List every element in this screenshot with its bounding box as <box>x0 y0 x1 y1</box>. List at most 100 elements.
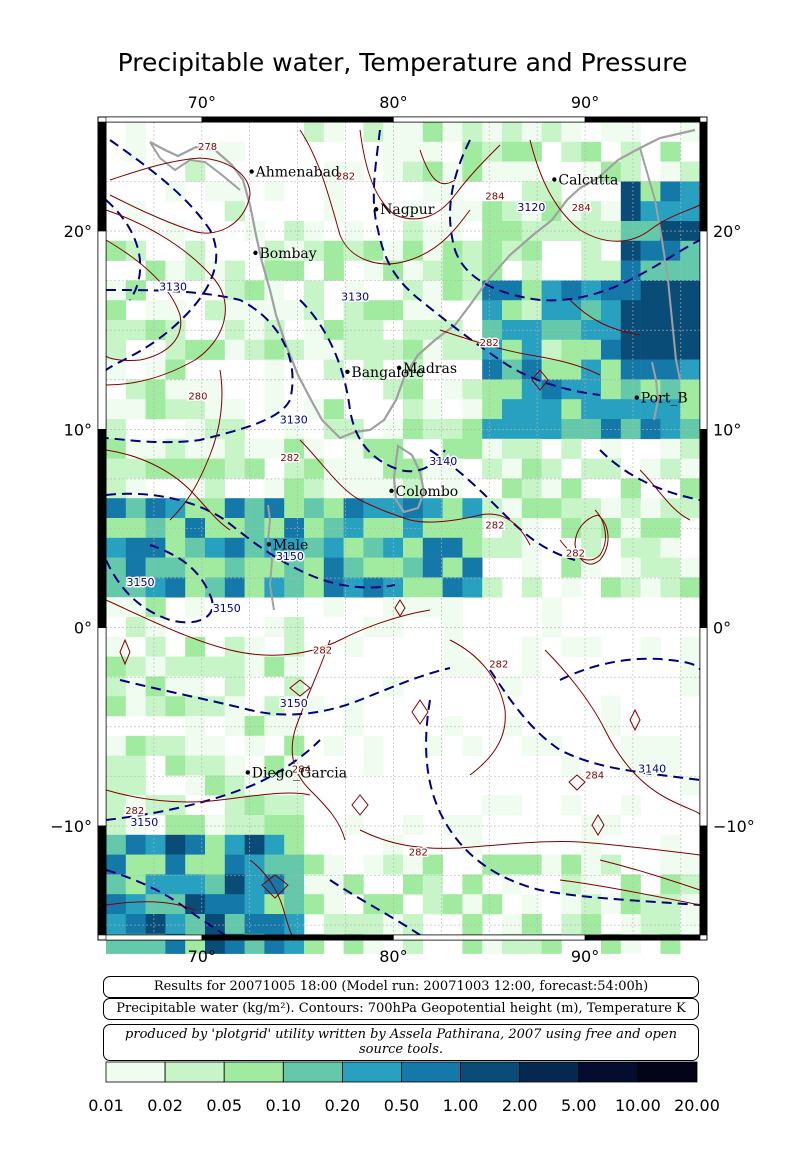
pw-cell <box>323 201 344 222</box>
temperature-contour <box>568 774 586 791</box>
pw-cell <box>601 260 622 281</box>
pw-cell <box>442 636 463 657</box>
pw-cell <box>185 240 206 261</box>
cities: Ahmenabad CalcuttaNagpurBombayBangaloreMa… <box>245 165 688 781</box>
pw-cell <box>106 518 127 539</box>
pw-cell <box>363 478 384 499</box>
pw-cell <box>205 656 226 677</box>
pw-cell <box>165 854 186 875</box>
pw-cell <box>403 379 424 400</box>
pw-cell <box>323 419 344 440</box>
pw-cell <box>165 498 186 519</box>
temperature-contour-label: 284 <box>585 770 604 781</box>
pw-cell <box>284 260 305 281</box>
height-contour-label: 3140 <box>429 455 457 468</box>
pw-cell <box>561 577 582 598</box>
pw-cell <box>165 537 186 558</box>
frame-segment-bottom <box>105 934 203 941</box>
pw-cell <box>185 854 206 875</box>
pw-cell <box>502 795 523 816</box>
pw-cell <box>244 300 265 321</box>
pw-cell <box>363 339 384 360</box>
pw-cell <box>205 696 226 717</box>
pw-cell <box>224 141 245 162</box>
temperature-contour <box>359 129 501 220</box>
pw-cell <box>541 498 562 519</box>
pw-cell <box>561 874 582 895</box>
pw-cell <box>442 656 463 677</box>
pw-cell <box>403 260 424 281</box>
colorbar-tick-label: 20.00 <box>674 1096 720 1115</box>
pw-cell <box>482 438 503 459</box>
pw-cell <box>680 557 701 578</box>
pw-cell <box>660 399 681 420</box>
pw-cell <box>205 181 226 202</box>
city-label: Male <box>273 537 308 553</box>
height-contour <box>429 449 576 561</box>
temperature-contour <box>639 469 691 521</box>
pw-cell <box>640 240 661 261</box>
pw-cell <box>442 894 463 915</box>
pw-cell <box>482 577 503 598</box>
pw-cell <box>422 181 443 202</box>
pw-cell <box>323 320 344 341</box>
pw-cell <box>125 696 146 717</box>
temperature-contour <box>559 879 701 906</box>
pw-cell <box>304 478 325 499</box>
pw-cell <box>601 359 622 380</box>
pw-cell <box>363 894 384 915</box>
pw-cell <box>343 874 364 895</box>
pw-cell <box>145 696 166 717</box>
pw-cell <box>284 854 305 875</box>
pw-cell <box>442 498 463 519</box>
height-contour-label: 3120 <box>517 201 545 214</box>
pw-cell <box>185 339 206 360</box>
frame-segment-top <box>105 116 203 123</box>
pw-cell <box>502 518 523 539</box>
pw-cell <box>224 854 245 875</box>
pw-cell <box>680 419 701 440</box>
pw-cell <box>264 775 285 796</box>
pw-cell <box>205 874 226 895</box>
lat-tick-label-right: 20° <box>713 222 741 241</box>
pw-cell <box>482 419 503 440</box>
pw-cell <box>561 438 582 459</box>
pw-cell <box>521 438 542 459</box>
pw-cell <box>185 874 206 895</box>
frame-segment-bottom <box>393 934 586 941</box>
pw-cell <box>462 894 483 915</box>
pw-cell <box>581 854 602 875</box>
colorbar-tick-label: 10.00 <box>614 1096 661 1115</box>
pw-cell <box>205 834 226 855</box>
height-contour <box>105 289 294 444</box>
pw-cell <box>343 320 364 341</box>
pw-cell <box>106 914 127 935</box>
pw-cell <box>620 161 641 182</box>
pw-cell <box>403 537 424 558</box>
frame-segment-left <box>97 230 107 430</box>
pw-cell <box>422 557 443 578</box>
pw-cell <box>422 854 443 875</box>
pw-cell <box>403 458 424 479</box>
pw-cell <box>541 854 562 875</box>
pw-cell <box>640 458 661 479</box>
height-contour-label: 3130 <box>341 290 369 303</box>
pw-cell <box>521 300 542 321</box>
pw-cell <box>521 141 542 162</box>
pw-cell <box>680 874 701 895</box>
pw-cell <box>482 379 503 400</box>
pw-cell <box>106 537 127 558</box>
pw-cell <box>462 161 483 182</box>
pw-cell <box>304 122 325 143</box>
pw-cell <box>224 834 245 855</box>
pw-cell <box>482 795 503 816</box>
pw-cell <box>521 498 542 519</box>
pw-cell <box>581 300 602 321</box>
pw-cell <box>403 221 424 242</box>
pw-cell <box>284 478 305 499</box>
temperature-contour <box>261 874 289 899</box>
height-contour <box>105 199 142 301</box>
pw-cell <box>363 735 384 756</box>
pw-cell <box>680 260 701 281</box>
